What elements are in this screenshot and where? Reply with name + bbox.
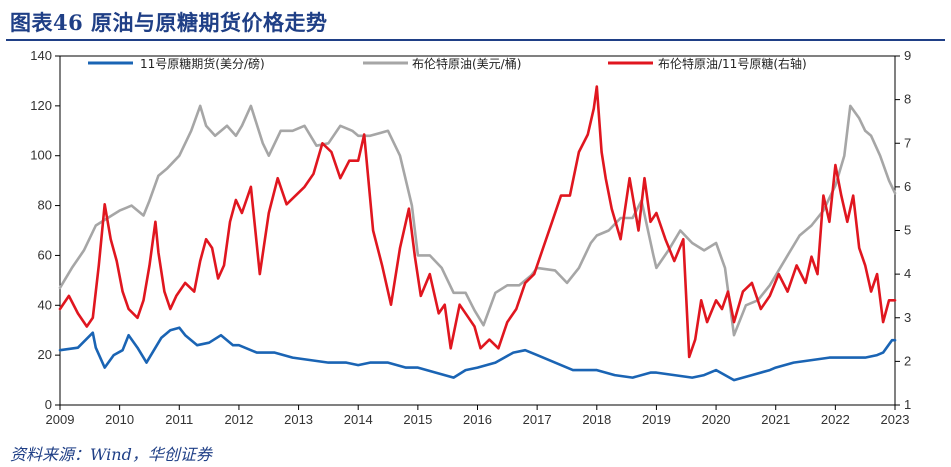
- left-y-tick-label: 80: [38, 198, 52, 213]
- x-tick-label: 2015: [403, 412, 432, 427]
- right-y-tick-label: 9: [904, 48, 911, 63]
- legend-label: 布伦特原油/11号原糖(右轴): [658, 56, 807, 71]
- x-tick-label: 2020: [702, 412, 731, 427]
- right-y-tick-label: 1: [904, 397, 911, 412]
- left-y-tick-label: 40: [38, 297, 52, 312]
- right-y-tick-label: 5: [904, 223, 911, 238]
- x-tick-label: 2019: [642, 412, 671, 427]
- title-divider: [6, 39, 945, 41]
- left-y-tick-label: 20: [38, 347, 52, 362]
- legend-item-0: 11号原糖期货(美分/磅): [88, 56, 265, 71]
- x-tick-label: 2013: [284, 412, 313, 427]
- x-tick-label: 2012: [224, 412, 253, 427]
- legend-label: 11号原糖期货(美分/磅): [140, 56, 265, 71]
- left-y-tick-label: 140: [30, 48, 52, 63]
- x-tick-label: 2021: [761, 412, 790, 427]
- series-line-1: [58, 104, 897, 337]
- plot-frame: [59, 55, 896, 406]
- left-y-tick-label: 0: [45, 397, 52, 412]
- series-line-2: [58, 85, 897, 359]
- x-tick-label: 2009: [46, 412, 75, 427]
- right-y-tick-label: 2: [904, 353, 911, 368]
- x-tick-label: 2014: [344, 412, 373, 427]
- left-y-tick-label: 100: [30, 148, 52, 163]
- right-y-tick-label: 6: [904, 179, 911, 194]
- x-tick-label: 2018: [582, 412, 611, 427]
- x-tick-label: 2010: [105, 412, 134, 427]
- x-tick-label: 2022: [821, 412, 850, 427]
- figure-title: 图表46 原油与原糖期货价格走势: [10, 10, 328, 35]
- right-y-tick-label: 3: [904, 310, 911, 325]
- series-line-0: [58, 326, 897, 382]
- left-y-tick-label: 60: [38, 247, 52, 262]
- x-tick-label: 2016: [463, 412, 492, 427]
- x-tick-label: 2017: [523, 412, 552, 427]
- right-y-tick-label: 4: [904, 266, 911, 281]
- source-note: 资料来源：Wind，华创证券: [10, 445, 212, 464]
- right-y-tick-label: 7: [904, 135, 911, 150]
- legend-label: 布伦特原油(美元/桶): [412, 56, 521, 71]
- legend-item-1: 布伦特原油(美元/桶): [363, 56, 521, 71]
- left-y-tick-label: 120: [30, 98, 52, 113]
- legend-item-2: 布伦特原油/11号原糖(右轴): [608, 56, 807, 71]
- right-y-tick-label: 8: [904, 92, 911, 107]
- x-tick-label: 2023: [881, 412, 910, 427]
- x-tick-label: 2011: [165, 412, 193, 427]
